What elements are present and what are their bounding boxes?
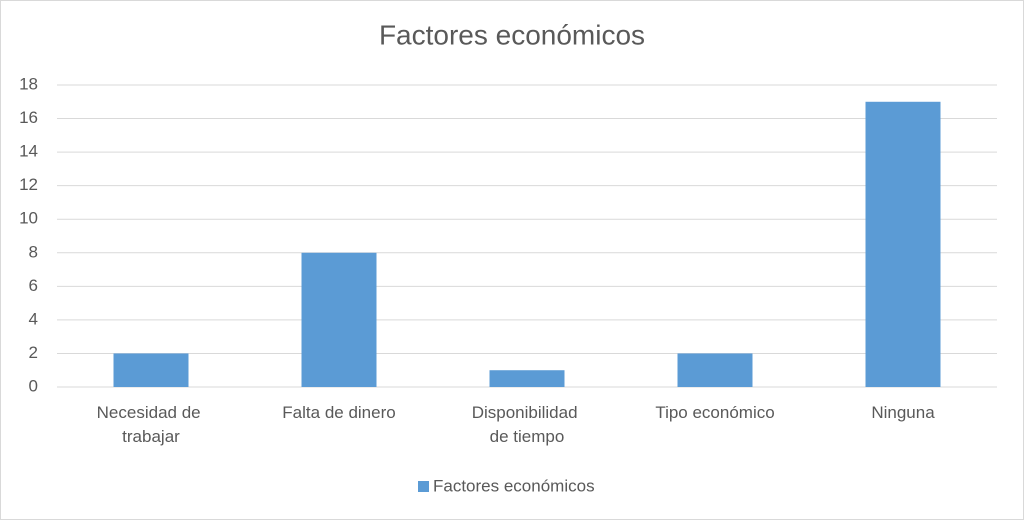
y-tick-label: 6 <box>29 276 38 295</box>
x-tick-label: Ninguna <box>871 403 935 422</box>
bar <box>489 370 565 387</box>
legend-label: Factores económicos <box>433 476 595 495</box>
x-tick-label: Falta de dinero <box>282 403 395 422</box>
y-tick-label: 4 <box>29 309 38 328</box>
chart-title: Factores económicos <box>379 19 645 50</box>
x-tick-label: Tipo económico <box>655 403 774 422</box>
y-tick-label: 8 <box>29 242 38 261</box>
y-tick-label: 2 <box>29 343 38 362</box>
bar <box>677 353 753 387</box>
bar <box>865 101 941 388</box>
x-tick-label: Necesidad de trabajar <box>97 403 206 446</box>
y-tick-label: 12 <box>19 175 38 194</box>
y-tick-label: 14 <box>19 142 38 161</box>
y-tick-label: 10 <box>19 209 38 228</box>
bar <box>301 252 377 387</box>
legend-swatch <box>418 481 429 492</box>
bar <box>113 353 189 387</box>
y-tick-label: 16 <box>19 108 38 127</box>
x-tick-label: Disponibilidad de tiempo <box>472 403 583 446</box>
y-tick-label: 18 <box>19 74 38 93</box>
y-tick-label: 0 <box>29 376 38 395</box>
